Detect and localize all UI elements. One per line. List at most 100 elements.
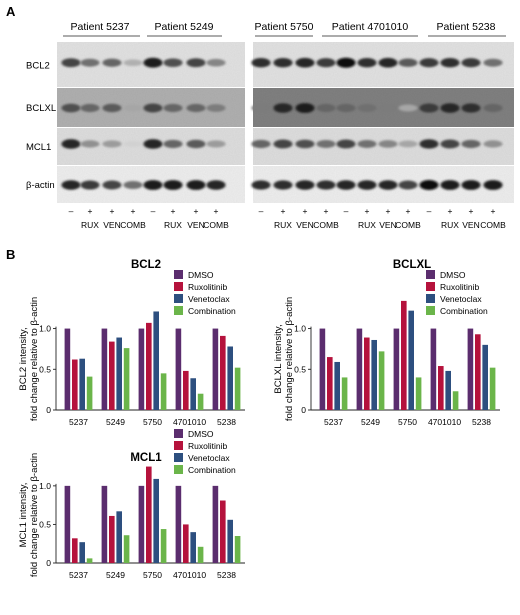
- bar-combination-5237: [86, 558, 93, 563]
- blot-band: [378, 180, 398, 190]
- legend-label: DMSO: [440, 270, 466, 280]
- blot-band: [273, 180, 293, 190]
- protein-label: β-actin: [26, 180, 55, 191]
- patient-label: Patient 5237: [71, 21, 130, 33]
- bar-dmso-5750: [138, 328, 145, 410]
- lane-treatment-name: VEN: [379, 220, 396, 230]
- bar-venetoclax-5238: [227, 346, 233, 410]
- lane-treatment-sign: +: [110, 206, 115, 216]
- lane-treatment-name: COMB: [203, 220, 229, 230]
- legend-swatch: [174, 441, 183, 450]
- lane-treatment-sign: –: [344, 206, 349, 216]
- bar-dmso-5249: [101, 328, 108, 410]
- protein-label: BCL2: [26, 61, 50, 72]
- legend-swatch: [174, 453, 183, 462]
- bar-combination-5237: [341, 377, 348, 410]
- legend-swatch: [174, 294, 183, 303]
- bar-ruxolitinib-5237: [327, 357, 333, 410]
- legend-swatch: [174, 429, 183, 438]
- blot-band: [251, 139, 271, 149]
- blot-band: [186, 58, 206, 68]
- blot-band: [273, 58, 293, 68]
- lane-treatment-name: COMB: [313, 220, 339, 230]
- blot-band: [206, 180, 226, 190]
- lane-treatment-sign: +: [448, 206, 453, 216]
- bar-combination-5750: [160, 373, 167, 410]
- x-tick-label: 5750: [398, 417, 417, 427]
- bar-dmso-4701010: [175, 328, 182, 410]
- bar-ruxolitinib-4701010: [183, 524, 189, 563]
- blot-band: [61, 103, 81, 113]
- legend-swatch: [426, 270, 435, 279]
- blot-band: [273, 139, 293, 149]
- lane-treatment-sign: +: [303, 206, 308, 216]
- lane-treatment-name: COMB: [480, 220, 506, 230]
- chart-title: BCLXL: [393, 259, 431, 271]
- blot-band: [440, 58, 460, 68]
- lane-treatment-sign: +: [171, 206, 176, 216]
- y-axis-label: MCL1 intensity,fold change relative to β…: [18, 453, 40, 577]
- legend-label: Combination: [188, 465, 236, 475]
- bar-ruxolitinib-5237: [72, 538, 78, 563]
- bar-dmso-5238: [212, 485, 219, 563]
- patient-headers: Patient 5237 Patient 5249 Patient 5750 Pati…: [63, 21, 506, 37]
- x-tick-label: 4701010: [428, 417, 461, 427]
- bar-ruxolitinib-5750: [146, 466, 152, 563]
- blot-band: [419, 139, 439, 149]
- y-tick-label: 0: [46, 405, 51, 415]
- patient-label: Patient 5249: [155, 21, 214, 33]
- lane-treatment-sign: +: [406, 206, 411, 216]
- x-tick-label: 5750: [143, 417, 162, 427]
- bar-ruxolitinib-5249: [364, 337, 370, 410]
- bar-combination-5249: [123, 348, 130, 410]
- panel-b-letter: B: [6, 247, 15, 262]
- x-tick-label: 5238: [217, 417, 236, 427]
- legend-label: Ruxolitinib: [188, 441, 227, 451]
- legend-label: DMSO: [188, 429, 214, 439]
- y-axis-label-line: BCLXL intensity,: [273, 324, 284, 393]
- y-tick-label: 0.5: [39, 364, 51, 374]
- blot-band: [461, 58, 481, 68]
- legend-swatch: [426, 294, 435, 303]
- blot-band: [378, 104, 398, 112]
- lane-treatment-name: COMB: [120, 220, 146, 230]
- bar-combination-5238: [489, 367, 496, 410]
- bar-venetoclax-5237: [334, 361, 340, 410]
- blot-band: [461, 139, 481, 149]
- y-tick-label: 1.0: [39, 481, 51, 491]
- blot-band: [163, 103, 183, 113]
- bar-combination-5249: [378, 351, 385, 410]
- blot-band: [186, 180, 206, 190]
- blot-band: [419, 180, 439, 190]
- lane-treatment-sign: +: [365, 206, 370, 216]
- x-tick-label: 5237: [69, 417, 88, 427]
- lane-labels: – +RUX+VEN+COMB– +RUX+VEN+COMB– +RUX+VEN+CO…: [69, 206, 506, 230]
- blot-band: [295, 139, 315, 149]
- blot-band: [273, 103, 293, 113]
- blot-band: [461, 180, 481, 190]
- blot-band: [143, 180, 163, 190]
- bar-dmso-4701010: [430, 328, 437, 410]
- lane-treatment-sign: +: [214, 206, 219, 216]
- bar-venetoclax-5249: [371, 339, 377, 410]
- bar-venetoclax-5750: [153, 311, 159, 410]
- blot-band: [483, 58, 503, 67]
- bar-ruxolitinib-5249: [109, 341, 115, 410]
- lane-treatment-sign: +: [386, 206, 391, 216]
- bar-venetoclax-4701010: [190, 378, 196, 410]
- bar-venetoclax-5238: [482, 344, 488, 410]
- blot-band: [143, 57, 163, 68]
- lane-treatment-sign: +: [88, 206, 93, 216]
- bar-venetoclax-5238: [227, 519, 233, 563]
- blot-band: [357, 103, 377, 113]
- bar-venetoclax-5249: [116, 337, 122, 410]
- lane-treatment-sign: +: [491, 206, 496, 216]
- lane-treatment-name: RUX: [441, 220, 459, 230]
- legend-label: Venetoclax: [188, 294, 230, 304]
- protein-label: BCLXL: [26, 103, 56, 114]
- blot-band: [163, 139, 183, 149]
- bar-venetoclax-5750: [408, 310, 414, 410]
- chart-title: MCL1: [130, 452, 162, 464]
